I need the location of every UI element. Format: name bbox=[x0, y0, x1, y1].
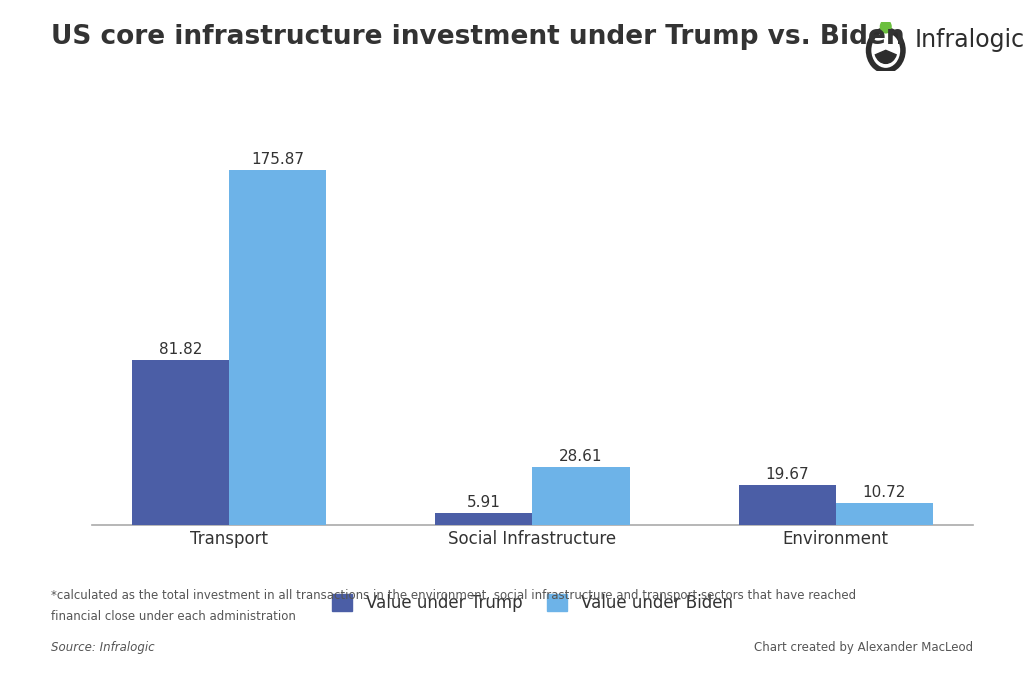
Text: 5.91: 5.91 bbox=[467, 495, 501, 510]
Text: US core infrastructure investment under Trump vs. Biden: US core infrastructure investment under … bbox=[51, 24, 905, 50]
Wedge shape bbox=[876, 50, 896, 63]
Legend: Value under Trump, Value under Biden: Value under Trump, Value under Biden bbox=[324, 586, 741, 621]
Bar bbox=[532, 467, 630, 525]
Text: 175.87: 175.87 bbox=[251, 152, 304, 167]
Text: *calculated as the total investment in all transactions in the environment, soci: *calculated as the total investment in a… bbox=[51, 589, 856, 602]
Text: Infralogic: Infralogic bbox=[914, 28, 1024, 52]
Circle shape bbox=[881, 20, 891, 33]
Text: Chart created by Alexander MacLeod: Chart created by Alexander MacLeod bbox=[754, 641, 973, 653]
Text: 10.72: 10.72 bbox=[862, 485, 906, 500]
Bar bbox=[435, 513, 532, 525]
Text: 28.61: 28.61 bbox=[559, 449, 603, 464]
Bar bbox=[738, 485, 836, 525]
Bar bbox=[132, 360, 229, 525]
Bar bbox=[836, 503, 933, 525]
Bar bbox=[229, 170, 327, 525]
Text: 81.82: 81.82 bbox=[159, 342, 203, 357]
Text: financial close under each administration: financial close under each administratio… bbox=[51, 610, 296, 623]
Text: 19.67: 19.67 bbox=[765, 467, 809, 482]
Text: Source: Infralogic: Source: Infralogic bbox=[51, 641, 155, 653]
